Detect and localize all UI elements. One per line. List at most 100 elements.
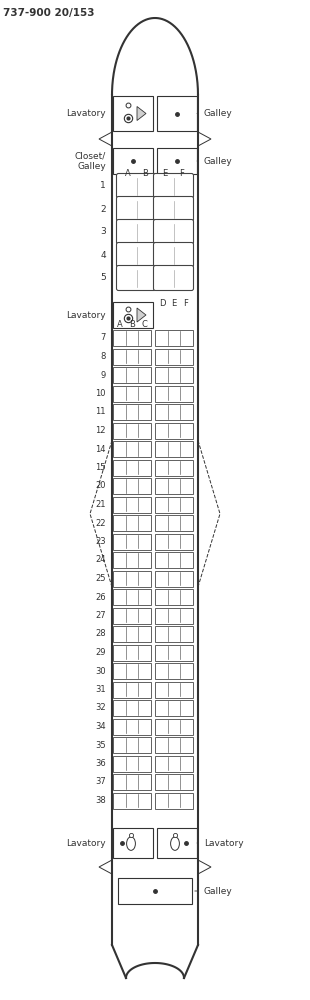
Bar [113, 552, 151, 568]
FancyBboxPatch shape [117, 265, 157, 290]
Polygon shape [198, 860, 211, 874]
Bar [113, 663, 151, 679]
Text: 7: 7 [101, 334, 106, 342]
FancyBboxPatch shape [153, 196, 193, 222]
Bar [113, 700, 151, 716]
Text: Galley: Galley [197, 109, 233, 118]
Bar [155, 718, 193, 734]
Bar [155, 737, 193, 753]
Bar [155, 422, 193, 438]
Bar [155, 515, 193, 531]
Text: 3: 3 [100, 228, 106, 236]
Text: 37: 37 [95, 778, 106, 786]
Bar [155, 385, 193, 401]
Text: 32: 32 [95, 704, 106, 712]
Ellipse shape [170, 837, 179, 850]
Text: 38: 38 [95, 796, 106, 805]
Polygon shape [137, 106, 146, 120]
Bar [113, 478, 151, 494]
Text: 24: 24 [95, 556, 106, 564]
Text: 8: 8 [101, 352, 106, 361]
Text: F: F [184, 300, 188, 308]
Bar [155, 552, 193, 568]
Text: E: E [171, 300, 177, 308]
Bar [113, 756, 151, 772]
Bar [113, 385, 151, 401]
Bar [113, 404, 151, 420]
Bar [113, 737, 151, 753]
Bar [113, 148, 153, 174]
Text: 15: 15 [95, 463, 106, 472]
Bar [113, 534, 151, 550]
Text: F: F [179, 169, 184, 178]
Bar [118, 878, 192, 904]
Text: C: C [141, 320, 147, 329]
Text: 25: 25 [95, 574, 106, 583]
Bar [157, 148, 197, 174]
Polygon shape [99, 132, 112, 146]
Text: Closet/
Galley: Closet/ Galley [75, 151, 113, 171]
Text: A: A [125, 169, 131, 178]
Text: 31: 31 [95, 685, 106, 694]
Text: Galley: Galley [195, 886, 233, 896]
Bar [157, 96, 197, 131]
Text: 28: 28 [95, 630, 106, 639]
Text: 20: 20 [95, 482, 106, 490]
Text: 5: 5 [100, 273, 106, 282]
Bar [113, 367, 151, 383]
Bar [155, 534, 193, 550]
Text: 34: 34 [95, 722, 106, 731]
Text: Lavatory: Lavatory [66, 838, 113, 848]
Bar [113, 792, 151, 808]
Text: Lavatory: Lavatory [197, 838, 244, 848]
Bar [155, 496, 193, 512]
Bar [155, 626, 193, 642]
Polygon shape [90, 440, 112, 587]
Text: B: B [142, 169, 148, 178]
Text: Lavatory: Lavatory [66, 310, 113, 320]
Polygon shape [99, 860, 112, 874]
Text: 2: 2 [100, 205, 106, 214]
Text: 10: 10 [95, 389, 106, 398]
Bar [155, 441, 193, 457]
Bar [113, 718, 151, 734]
Bar [113, 330, 151, 346]
Bar [155, 460, 193, 476]
Bar [113, 349, 151, 364]
Bar [113, 460, 151, 476]
Text: 27: 27 [95, 611, 106, 620]
Bar [113, 828, 153, 858]
Text: 9: 9 [101, 370, 106, 379]
Text: Lavatory: Lavatory [66, 109, 113, 118]
Bar [113, 607, 151, 624]
Bar [113, 422, 151, 438]
FancyBboxPatch shape [117, 220, 157, 244]
Bar [155, 349, 193, 364]
Text: B: B [129, 320, 135, 329]
Bar [155, 570, 193, 586]
Text: 35: 35 [95, 740, 106, 750]
Bar [155, 478, 193, 494]
Text: A: A [117, 320, 123, 329]
FancyBboxPatch shape [153, 220, 193, 244]
Bar [155, 774, 193, 790]
Polygon shape [198, 440, 220, 587]
Bar [113, 441, 151, 457]
Bar [113, 645, 151, 660]
Bar [113, 682, 151, 698]
Text: D: D [159, 300, 165, 308]
Polygon shape [198, 132, 211, 146]
Text: 14: 14 [95, 444, 106, 454]
Text: 11: 11 [95, 408, 106, 416]
Bar [113, 302, 153, 328]
FancyBboxPatch shape [153, 265, 193, 290]
Bar [113, 570, 151, 586]
Bar [113, 774, 151, 790]
Bar [155, 367, 193, 383]
Ellipse shape [126, 837, 135, 850]
Text: 36: 36 [95, 759, 106, 768]
Bar [155, 756, 193, 772]
Text: E: E [162, 169, 168, 178]
Bar [155, 663, 193, 679]
Bar [113, 496, 151, 512]
